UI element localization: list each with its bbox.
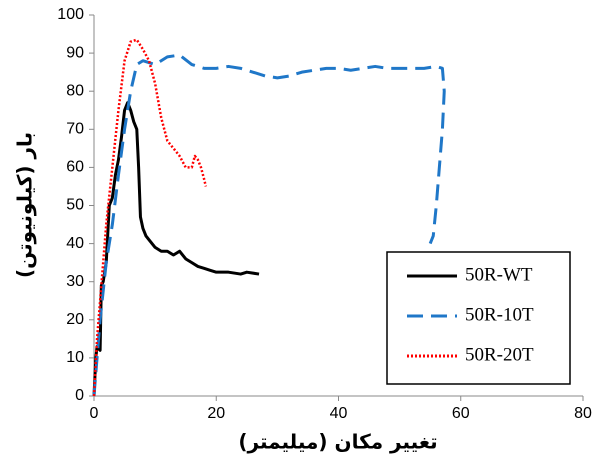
legend-label: 50R-WT [465,264,533,285]
y-tick-label: 0 [75,387,84,404]
x-tick-label: 80 [574,405,592,422]
y-tick-label: 80 [66,82,84,99]
legend-label: 50R-10T [465,304,534,325]
x-tick-label: 0 [90,405,99,422]
legend-label: 50R-20T [465,344,534,365]
y-axis-title: بار (کیلونیوتن) [13,132,37,278]
legend: 50R-WT 50R-10T 50R-20T [386,251,571,385]
y-tick-label: 40 [66,235,84,252]
y-tick-label: 70 [66,121,84,138]
series-line [92,53,446,397]
x-tick-label: 40 [330,405,348,422]
y-tick-label: 90 [66,44,84,61]
x-axis-title: تغییر مکان (میلیمتر) [238,430,437,454]
series-line [92,101,260,397]
y-tick-label: 10 [66,349,84,366]
y-tick-label: 50 [66,197,84,214]
y-tick-label: 100 [57,6,84,23]
y-tick-label: 20 [66,311,84,328]
series-line [92,38,208,397]
y-tick-label: 60 [66,159,84,176]
y-tick-label: 30 [66,273,84,290]
x-tick-label: 20 [207,405,225,422]
legend-box [386,251,571,385]
x-tick-label: 60 [452,405,470,422]
